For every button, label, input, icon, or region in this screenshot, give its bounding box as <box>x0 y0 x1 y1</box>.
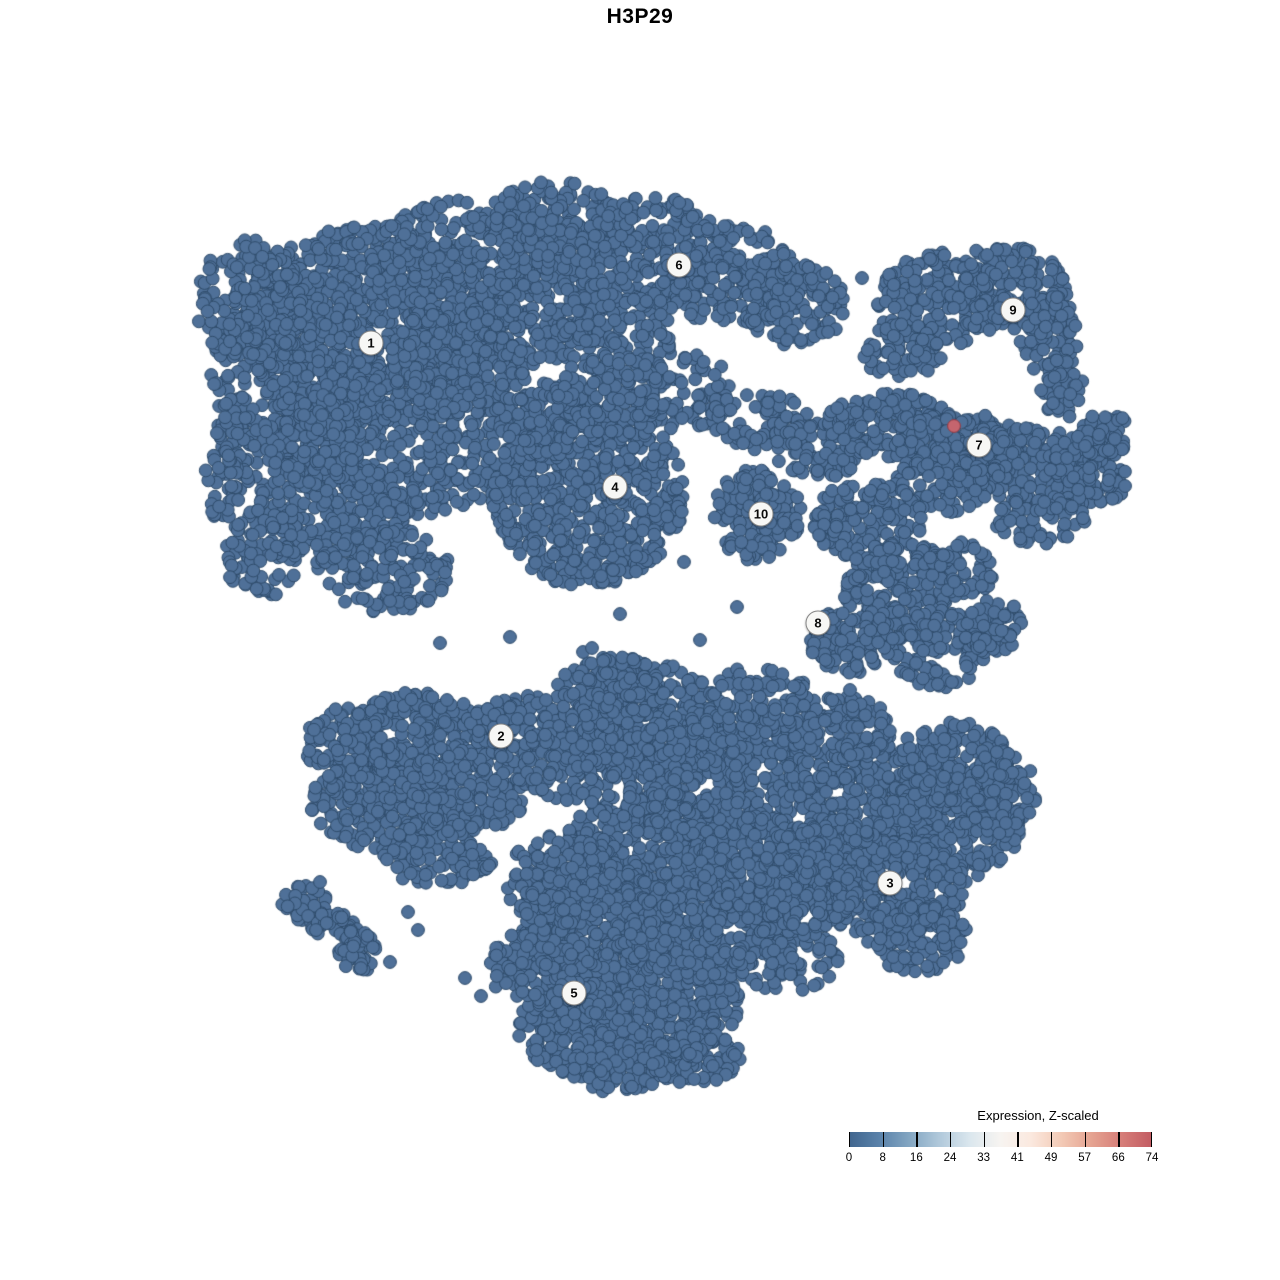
cluster-label-2: 2 <box>488 723 514 749</box>
cluster-label-6: 6 <box>666 252 692 278</box>
cluster-label-1: 1 <box>358 330 384 356</box>
cluster-label-10: 10 <box>748 501 774 527</box>
cluster-label-4: 4 <box>602 474 628 500</box>
cluster-label-3: 3 <box>877 870 903 896</box>
cluster-label-9: 9 <box>1000 297 1026 323</box>
cluster-label-7: 7 <box>966 432 992 458</box>
cluster-label-8: 8 <box>805 610 831 636</box>
cluster-label-5: 5 <box>561 980 587 1006</box>
